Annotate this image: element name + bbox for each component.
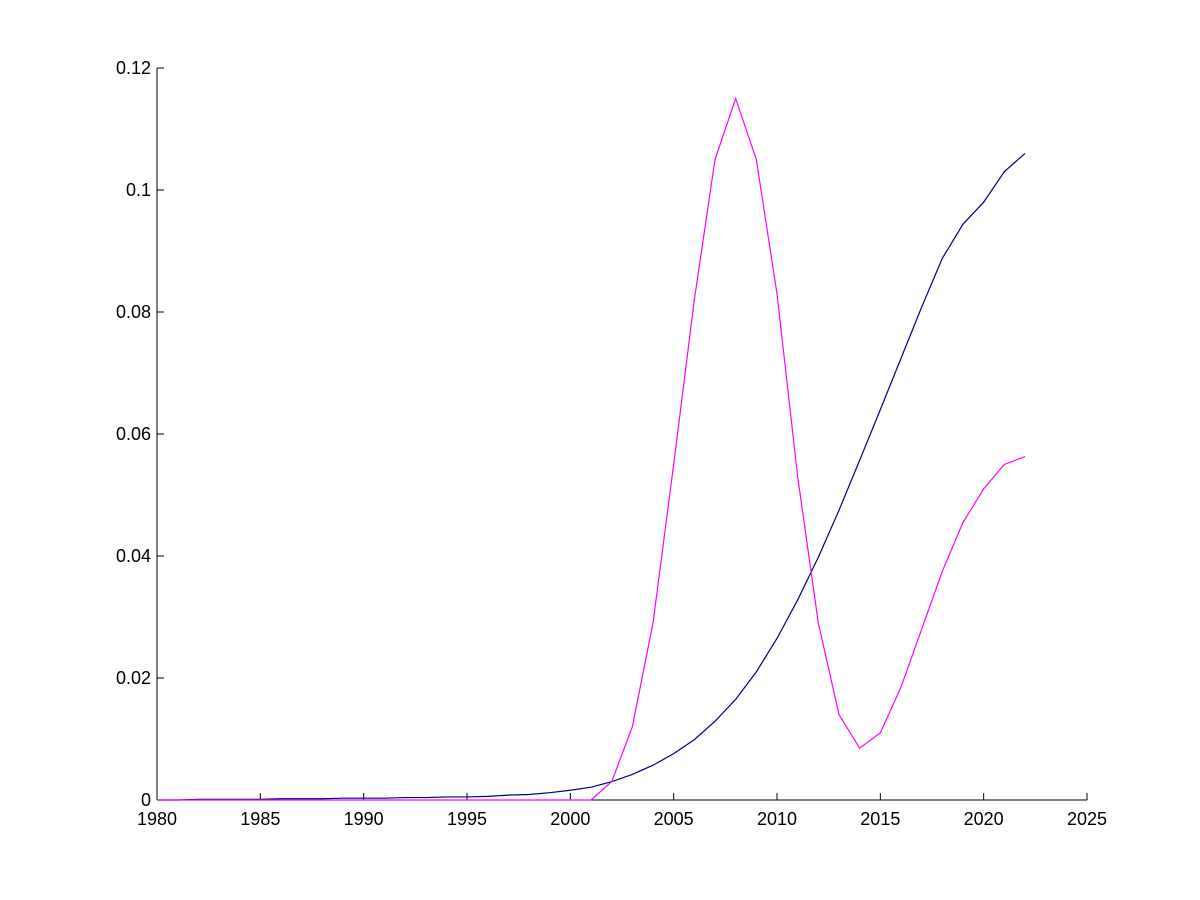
y-tick-label: 0.08 [116,302,151,322]
x-tick-label: 2000 [550,809,590,829]
y-tick-label: 0.04 [116,546,151,566]
x-tick-label: 2005 [654,809,694,829]
x-tick-label: 2015 [860,809,900,829]
x-tick-label: 2020 [964,809,1004,829]
x-tick-label: 2010 [757,809,797,829]
y-tick-label: 0.06 [116,424,151,444]
x-tick-label: 1985 [240,809,280,829]
y-tick-label: 0.12 [116,58,151,78]
line-series [157,96,1026,801]
x-tick-label: 1980 [137,809,177,829]
y-tick-label: 0.02 [116,668,151,688]
line-series [157,152,1026,801]
y-tick-label: 0.1 [126,180,151,200]
x-tick-label: 1995 [447,809,487,829]
x-tick-label: 1990 [344,809,384,829]
x-tick-label: 2025 [1067,809,1107,829]
y-tick-label: 0 [141,790,151,810]
